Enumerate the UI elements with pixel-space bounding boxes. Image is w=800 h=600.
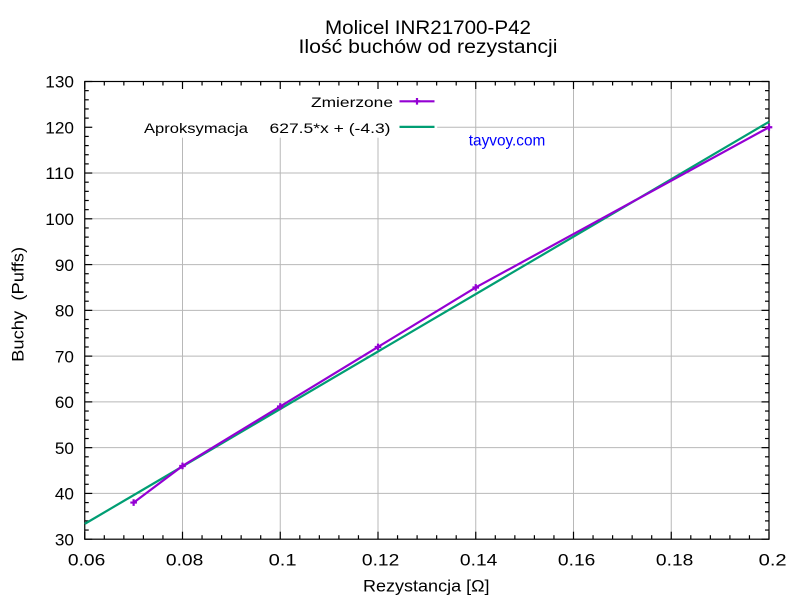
svg-text:0.1: 0.1: [269, 551, 297, 570]
svg-text:0.12: 0.12: [362, 551, 399, 570]
svg-text:80: 80: [55, 302, 74, 321]
svg-text:50: 50: [55, 439, 74, 458]
svg-text:Buchy (Puffs): Buchy (Puffs): [9, 247, 28, 362]
svg-text:100: 100: [45, 210, 74, 229]
svg-text:tayvoy.com: tayvoy.com: [469, 133, 546, 150]
svg-text:40: 40: [55, 485, 74, 504]
svg-text:0.16: 0.16: [558, 551, 595, 570]
svg-text:70: 70: [55, 347, 74, 366]
svg-text:110: 110: [45, 164, 74, 183]
svg-text:0.2: 0.2: [759, 551, 787, 570]
svg-text:60: 60: [55, 393, 74, 412]
svg-text:120: 120: [45, 118, 74, 137]
svg-text:Zmierzone: Zmierzone: [311, 94, 393, 110]
svg-text:Aproksymacja: Aproksymacja: [144, 120, 248, 136]
svg-text:Molicel INR21700-P42: Molicel INR21700-P42: [325, 18, 531, 39]
svg-text:Rezystancja [Ω]: Rezystancja [Ω]: [363, 577, 490, 596]
svg-text:627.5*x + (-4.3): 627.5*x + (-4.3): [270, 120, 391, 136]
svg-text:0.08: 0.08: [166, 551, 203, 570]
svg-text:90: 90: [55, 256, 74, 275]
svg-text:130: 130: [45, 73, 74, 92]
svg-text:Ilość buchów od rezystancji: Ilość buchów od rezystancji: [299, 37, 558, 58]
svg-text:0.18: 0.18: [656, 551, 693, 570]
svg-text:0.06: 0.06: [68, 551, 105, 570]
svg-text:30: 30: [55, 530, 74, 549]
svg-text:0.14: 0.14: [460, 551, 497, 570]
